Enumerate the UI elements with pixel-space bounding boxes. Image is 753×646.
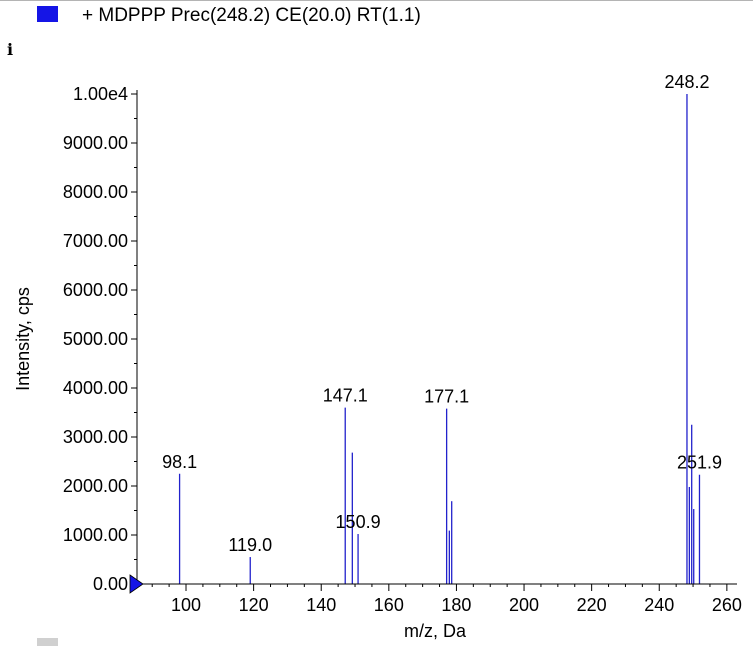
x-tick-label: 160	[374, 595, 404, 615]
y-tick-label: 9000.00	[63, 133, 128, 153]
y-tick-label: 3000.00	[63, 427, 128, 447]
x-tick-label: 140	[306, 595, 336, 615]
top-border	[0, 0, 753, 1]
y-tick-label: 4000.00	[63, 378, 128, 398]
x-tick-label: 100	[171, 595, 201, 615]
y-tick-label: 1.00e4	[73, 84, 128, 104]
axis-start-marker	[129, 574, 144, 594]
x-tick-label: 200	[509, 595, 539, 615]
x-tick-label: 180	[441, 595, 471, 615]
peak-label: 251.9	[677, 453, 722, 473]
legend-label: + MDPPP Prec(248.2) CE(20.0) RT(1.1)	[82, 5, 421, 26]
y-tick-label: 5000.00	[63, 329, 128, 349]
y-tick-label: 0.00	[93, 574, 128, 594]
spectrum-peaks	[178, 94, 701, 584]
peak-labels: 98.1 119.0 147.1 150.9 177.1 248.2 251.9	[162, 72, 722, 555]
x-axis-ticks: 100 120 140 160 180 200 220 240 260	[151, 584, 742, 615]
bottom-legend-swatch	[37, 638, 58, 646]
x-tick-label: 220	[577, 595, 607, 615]
y-axis-ticks: 0.00 1000.00 2000.00 3000.00 4000.00 5000.00 6…	[63, 84, 137, 594]
peak-label: 248.2	[664, 72, 709, 92]
peak-label: 150.9	[336, 512, 381, 532]
x-tick-label: 240	[644, 595, 674, 615]
x-axis-label: m/z, Da	[404, 621, 467, 641]
corner-mark: i	[7, 40, 14, 59]
peak-label: 119.0	[228, 535, 272, 555]
y-tick-label: 8000.00	[63, 182, 128, 202]
peak-label: 177.1	[424, 387, 469, 407]
peak-label: 147.1	[323, 386, 368, 406]
y-tick-label: 6000.00	[63, 280, 128, 300]
y-axis-label: Intensity, cps	[13, 287, 33, 391]
x-tick-label: 260	[712, 595, 742, 615]
legend-color-swatch	[37, 6, 58, 22]
peak-label: 98.1	[162, 452, 197, 472]
x-tick-label: 120	[239, 595, 269, 615]
y-tick-label: 1000.00	[63, 525, 128, 545]
y-tick-label: 7000.00	[63, 231, 128, 251]
y-tick-label: 2000.00	[63, 476, 128, 496]
